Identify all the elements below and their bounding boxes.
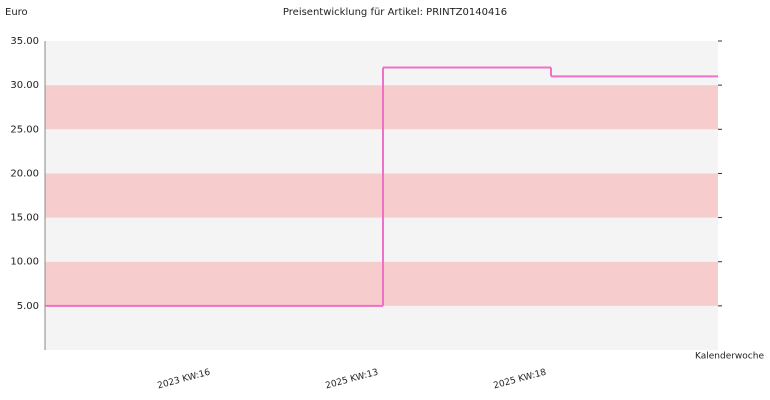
- y-tick-label: 10.00: [10, 257, 39, 268]
- plot-band: [45, 85, 718, 130]
- x-tick-label: 2023 KW:16: [156, 368, 211, 392]
- x-tick-label: 2025 KW:13: [324, 368, 379, 392]
- y-tick-label: 35.00: [10, 36, 39, 47]
- x-tick-label: 2025 KW:18: [492, 368, 547, 392]
- chart-title: Preisentwicklung für Artikel: PRINTZ0140…: [283, 7, 507, 18]
- plot-band: [45, 261, 718, 306]
- y-axis-label: Euro: [5, 7, 28, 18]
- plot-band: [45, 217, 718, 262]
- x-axis-label: Kalenderwoche: [695, 352, 764, 362]
- plot-band: [45, 129, 718, 174]
- plot-band: [45, 41, 718, 86]
- y-tick-label: 25.00: [10, 124, 39, 135]
- y-tick-label: 5.00: [17, 301, 39, 312]
- y-tick-label: 30.00: [10, 80, 39, 91]
- plot-band: [45, 173, 718, 218]
- y-tick-label: 15.00: [10, 213, 39, 224]
- y-tick-label: 20.00: [10, 168, 39, 179]
- plot-band: [45, 305, 718, 350]
